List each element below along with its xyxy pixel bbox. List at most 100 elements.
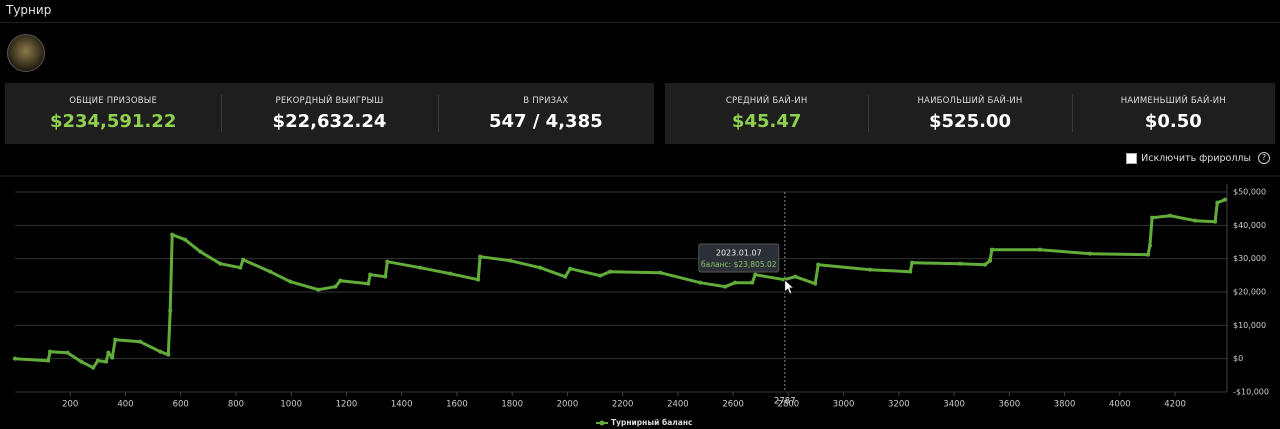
series-point xyxy=(418,265,423,270)
x-tick-label: 2200 xyxy=(612,400,634,410)
series-point xyxy=(910,260,915,265)
stat-label: НАИМЕНЬШИЙ БАЙ-ИН xyxy=(1120,95,1226,106)
checkbox-label[interactable]: Исключить фрироллы xyxy=(1141,152,1251,164)
series-point xyxy=(983,262,988,267)
stat: РЕКОРДНЫЙ ВЫИГРЫШ $22,632.24 xyxy=(221,83,437,144)
series-point xyxy=(13,356,17,361)
series-point xyxy=(989,247,994,252)
y-tick-label: $10,000 xyxy=(1233,321,1266,330)
series-point xyxy=(1213,219,1218,224)
x-tick-label: 3000 xyxy=(833,400,855,410)
series-point xyxy=(288,279,293,284)
series-point xyxy=(368,272,373,277)
stat-label: РЕКОРДНЫЙ ВЫИГРЫШ xyxy=(275,95,384,106)
divider xyxy=(0,22,1280,23)
series-point xyxy=(48,349,53,354)
series-point xyxy=(338,278,343,283)
y-tick-label: -$10,000 xyxy=(1233,388,1269,397)
series-point xyxy=(1168,213,1173,218)
x-tick-label: 3600 xyxy=(999,400,1021,410)
series-point xyxy=(316,287,321,292)
series-point xyxy=(65,350,70,355)
stat-value: $45.47 xyxy=(731,110,802,132)
x-tick-label: 1200 xyxy=(336,400,358,410)
series-point xyxy=(268,269,273,274)
series-point xyxy=(1223,197,1228,202)
series-point xyxy=(750,280,755,285)
series-point xyxy=(158,349,163,354)
help-icon[interactable]: ? xyxy=(1258,152,1270,164)
series-point xyxy=(333,284,338,289)
series-point xyxy=(563,274,568,279)
series-point xyxy=(723,284,728,289)
series-point xyxy=(241,257,246,262)
series-point xyxy=(958,261,963,266)
stat-value: 547 / 4,385 xyxy=(489,110,603,132)
series-point xyxy=(608,269,613,274)
series-point xyxy=(183,237,188,242)
series-point xyxy=(168,308,173,313)
x-tick-label: 1000 xyxy=(280,400,302,410)
series-point xyxy=(448,271,453,276)
series-point xyxy=(733,280,738,285)
series-point xyxy=(238,265,243,270)
stat-label: НАИБОЛЬШИЙ БАЙ-ИН xyxy=(917,95,1023,106)
x-tick-label: 2600 xyxy=(722,400,744,410)
series-point xyxy=(110,355,115,360)
series-point xyxy=(166,352,171,357)
series-point xyxy=(568,266,573,271)
series-point xyxy=(988,258,993,263)
y-tick-label: $40,000 xyxy=(1233,221,1266,230)
cursor xyxy=(784,279,795,295)
series-point xyxy=(138,339,143,344)
x-tick-label: 800 xyxy=(228,400,244,410)
series-point xyxy=(658,270,663,275)
x-tick-label: 2000 xyxy=(557,400,579,410)
series-point xyxy=(868,267,873,272)
x-tick-label: 3200 xyxy=(888,400,910,410)
x-tick-label: 3400 xyxy=(943,400,965,410)
stats-panel: ОБЩИЕ ПРИЗОВЫЕ $234,591.22 РЕКОРДНЫЙ ВЫИГ… xyxy=(5,83,654,144)
series-point xyxy=(366,281,371,286)
series-point xyxy=(1146,252,1151,257)
tooltip: 2023.01.07 баланс: $23,805.02 xyxy=(698,243,780,273)
stat-label: СРЕДНИЙ БАЙ-ИН xyxy=(725,95,808,106)
stat-value: $0.50 xyxy=(1144,110,1202,132)
series-point xyxy=(1088,251,1093,256)
stat: НАИМЕНЬШИЙ БАЙ-ИН $0.50 xyxy=(1071,83,1275,144)
series-point xyxy=(1038,247,1043,252)
tooltip-title: 2023.01.07 xyxy=(716,249,762,258)
series-point xyxy=(816,262,821,267)
x-tick-label: 400 xyxy=(117,400,133,410)
series-point xyxy=(1215,200,1220,205)
series-point xyxy=(218,261,223,266)
series-point xyxy=(46,358,51,363)
series-point xyxy=(753,272,758,277)
series-point xyxy=(478,254,483,259)
series-point xyxy=(476,277,481,282)
checkbox[interactable] xyxy=(1126,152,1138,164)
series-point xyxy=(1150,215,1155,220)
legend-label: Турнирный баланс xyxy=(611,418,693,427)
x-tick-label: 4000 xyxy=(1109,400,1131,410)
x-tick-label: 200 xyxy=(62,400,78,410)
stat: СРЕДНИЙ БАЙ-ИН $45.47 xyxy=(665,83,868,144)
stat-label: В ПРИЗАХ xyxy=(523,95,569,106)
legend-dot xyxy=(599,420,605,426)
stat: ОБЩИЕ ПРИЗОВЫЕ $234,591.22 xyxy=(5,83,221,144)
stat-label: ОБЩИЕ ПРИЗОВЫЕ xyxy=(69,95,158,106)
series-point xyxy=(698,280,703,285)
avatar[interactable] xyxy=(7,34,45,72)
series-point xyxy=(508,258,513,263)
series-point xyxy=(91,365,96,370)
x-tick-label: 1600 xyxy=(446,400,468,410)
y-tick-label: $50,000 xyxy=(1233,188,1266,197)
x-tick-label: 1400 xyxy=(391,400,413,410)
series-point xyxy=(106,350,111,355)
series-point xyxy=(1147,243,1152,248)
crosshair-label: 2787 xyxy=(774,397,796,407)
series-point xyxy=(104,359,109,364)
x-tick-label: 3800 xyxy=(1054,400,1076,410)
